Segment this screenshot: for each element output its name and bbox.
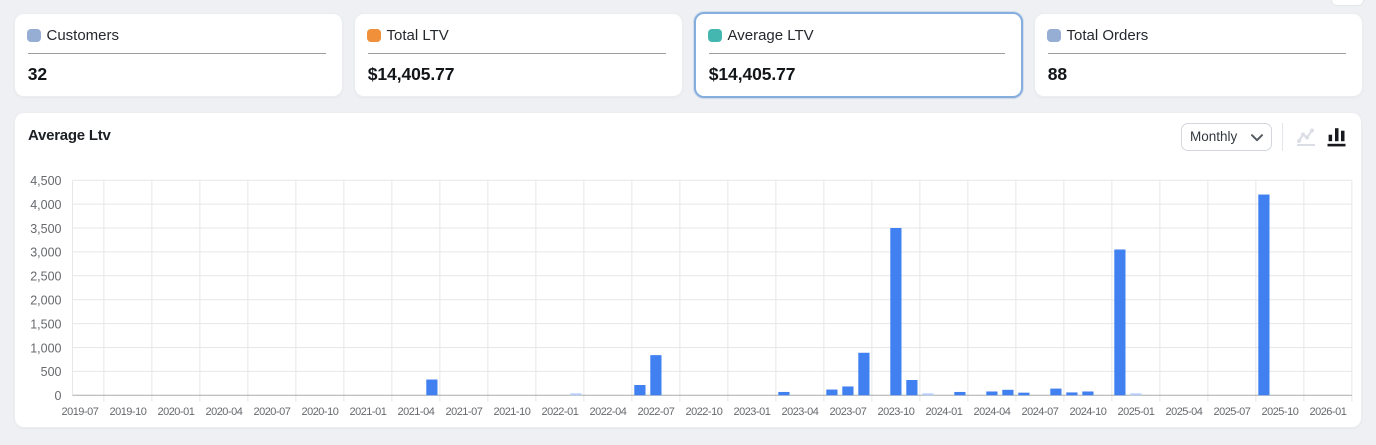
svg-text:0: 0 bbox=[55, 389, 62, 403]
svg-text:2024-01: 2024-01 bbox=[925, 406, 962, 418]
svg-text:2024-07: 2024-07 bbox=[1021, 406, 1058, 418]
svg-text:2024-04: 2024-04 bbox=[973, 406, 1010, 418]
svg-text:1,500: 1,500 bbox=[30, 317, 61, 331]
svg-text:2020-04: 2020-04 bbox=[205, 406, 242, 418]
svg-text:4,000: 4,000 bbox=[30, 198, 61, 212]
svg-text:2021-01: 2021-01 bbox=[349, 406, 386, 418]
svg-text:2025-10: 2025-10 bbox=[1261, 406, 1298, 418]
svg-text:2021-04: 2021-04 bbox=[397, 406, 434, 418]
svg-text:3,500: 3,500 bbox=[30, 222, 61, 236]
svg-text:2021-10: 2021-10 bbox=[493, 406, 530, 418]
svg-text:2023-07: 2023-07 bbox=[829, 406, 866, 418]
svg-text:2,000: 2,000 bbox=[30, 294, 61, 308]
svg-text:500: 500 bbox=[41, 365, 62, 379]
svg-text:2020-01: 2020-01 bbox=[157, 406, 194, 418]
svg-text:4,500: 4,500 bbox=[30, 174, 61, 188]
svg-text:2019-10: 2019-10 bbox=[109, 406, 146, 418]
svg-text:2023-01: 2023-01 bbox=[733, 406, 770, 418]
svg-text:2019-07: 2019-07 bbox=[61, 406, 98, 418]
svg-text:2024-10: 2024-10 bbox=[1069, 406, 1106, 418]
svg-text:2022-04: 2022-04 bbox=[589, 406, 626, 418]
svg-text:2020-10: 2020-10 bbox=[301, 406, 338, 418]
svg-text:3,000: 3,000 bbox=[30, 246, 61, 260]
svg-text:2026-01: 2026-01 bbox=[1309, 406, 1346, 418]
svg-text:2,500: 2,500 bbox=[30, 270, 61, 284]
svg-text:2022-07: 2022-07 bbox=[637, 406, 674, 418]
svg-text:1,000: 1,000 bbox=[30, 341, 61, 355]
svg-text:2025-07: 2025-07 bbox=[1213, 406, 1250, 418]
svg-text:2023-04: 2023-04 bbox=[781, 406, 818, 418]
svg-text:2022-10: 2022-10 bbox=[685, 406, 722, 418]
svg-text:2022-01: 2022-01 bbox=[541, 406, 578, 418]
svg-text:2025-01: 2025-01 bbox=[1117, 406, 1154, 418]
svg-text:2020-07: 2020-07 bbox=[253, 406, 290, 418]
svg-text:2023-10: 2023-10 bbox=[877, 406, 914, 418]
svg-text:2021-07: 2021-07 bbox=[445, 406, 482, 418]
svg-text:2025-04: 2025-04 bbox=[1165, 406, 1202, 418]
